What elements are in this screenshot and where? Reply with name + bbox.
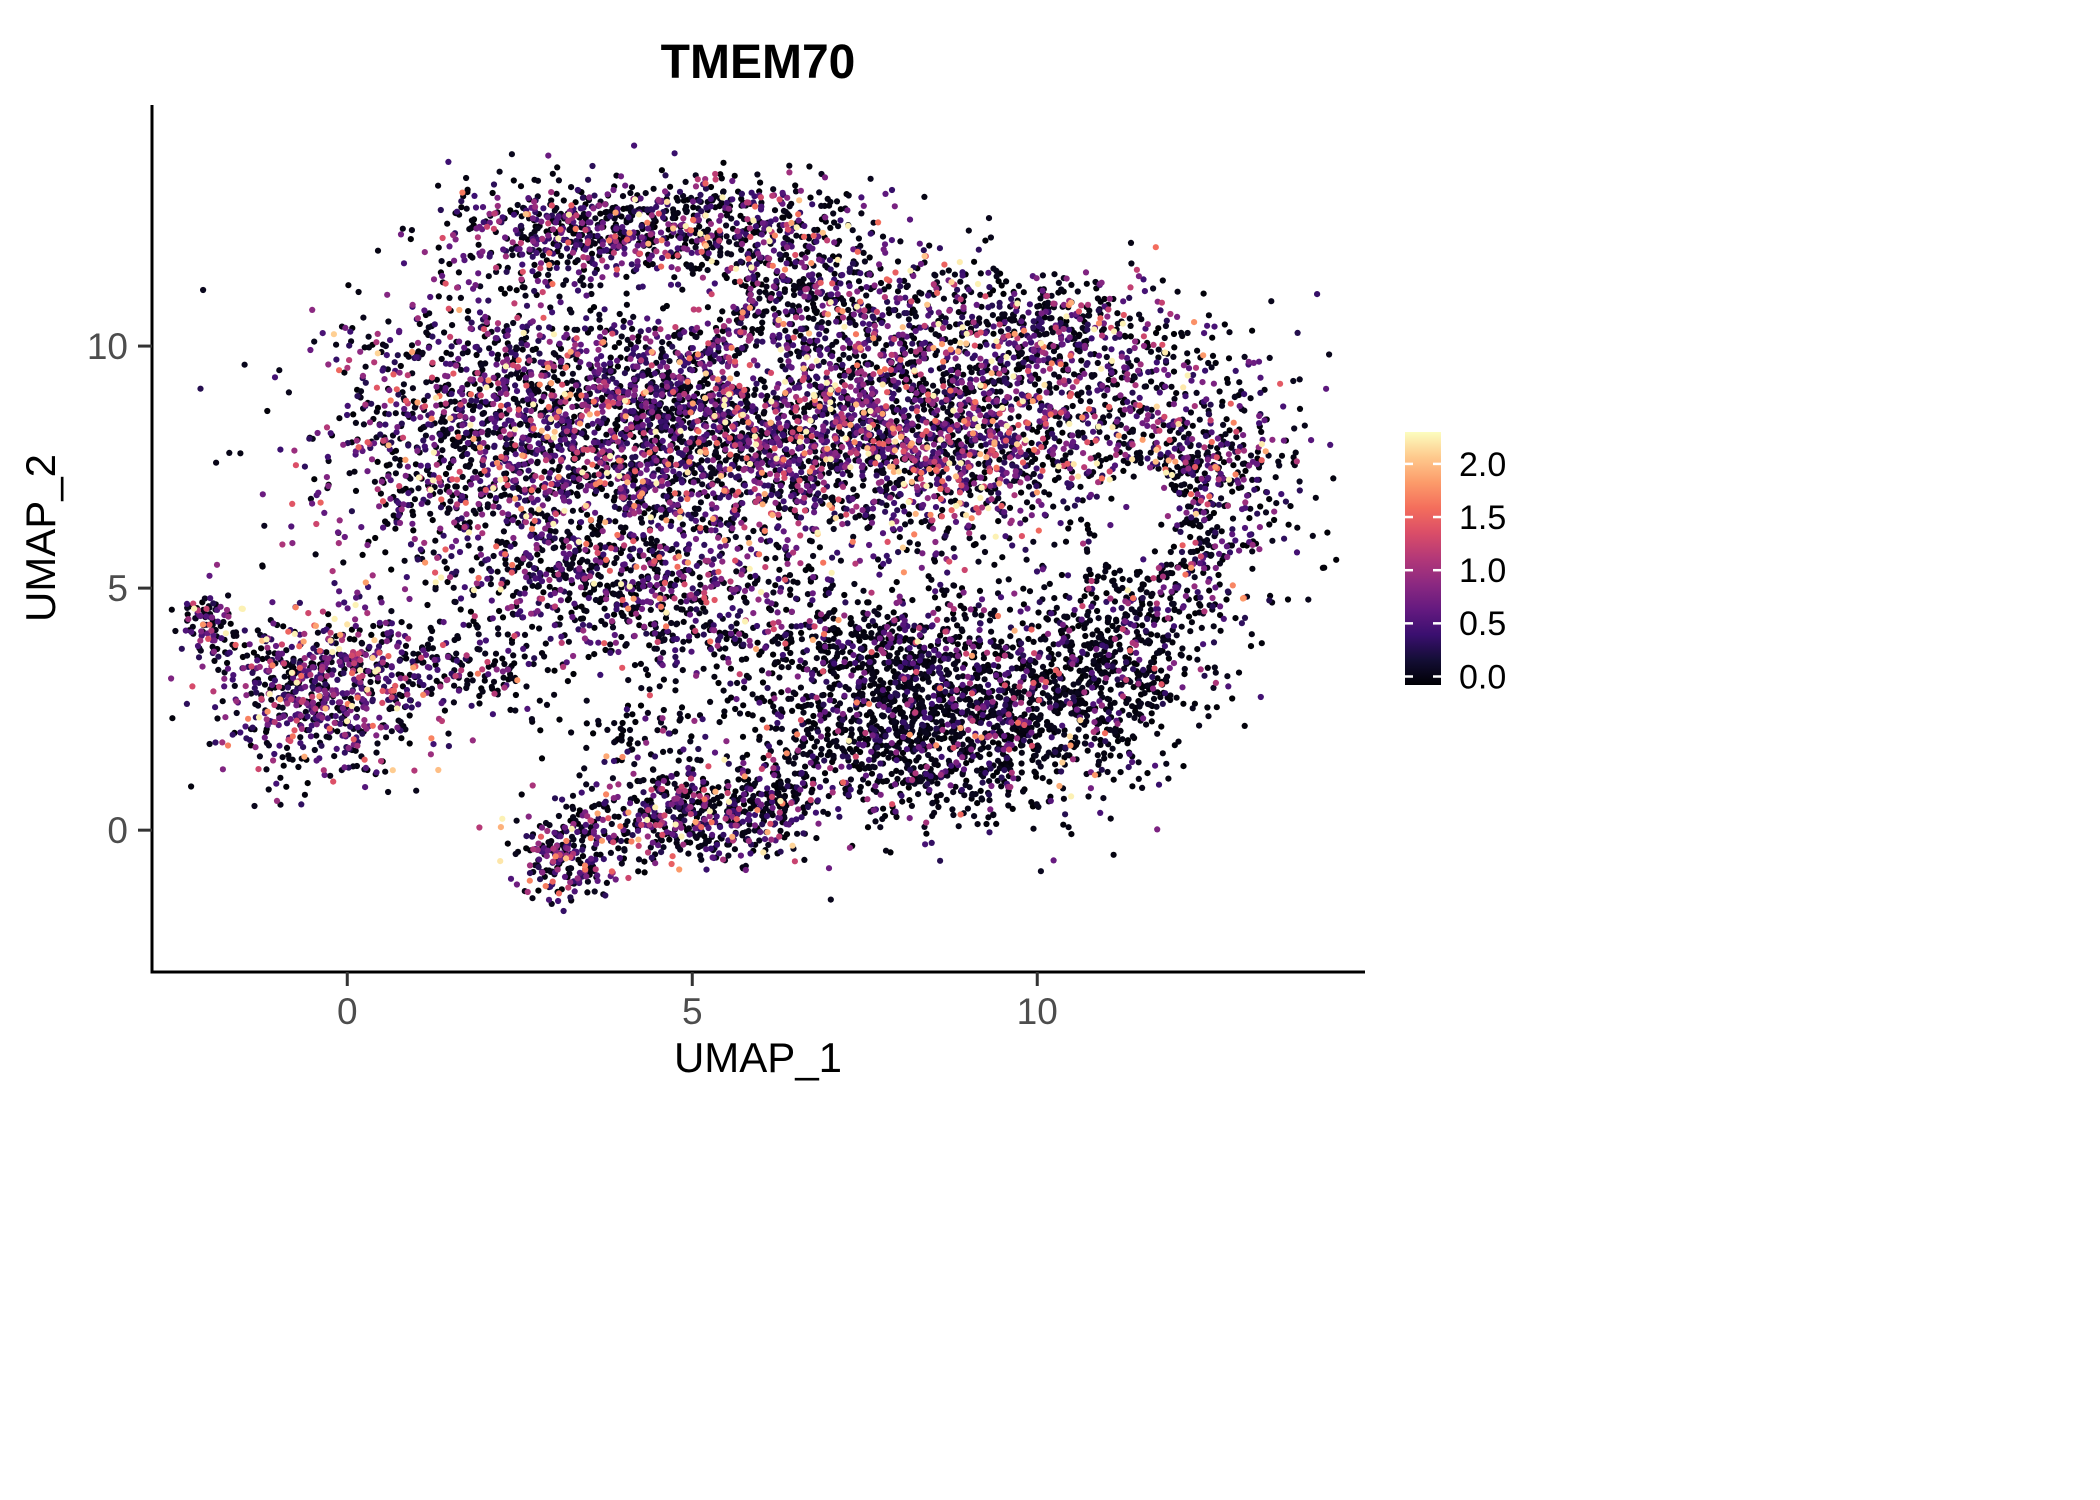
- colorbar-tick-label: 1.0: [1459, 552, 1506, 590]
- x-axis-ticks: 0 5 10: [337, 972, 1058, 1032]
- y-tick-label: 10: [87, 326, 128, 367]
- colorbar: [1405, 432, 1441, 685]
- y-axis-label: UMAP_2: [17, 454, 64, 622]
- x-tick-label: 5: [682, 991, 703, 1032]
- y-tick-label: 5: [107, 568, 128, 609]
- y-tick-label: 0: [107, 810, 128, 851]
- colorbar-tick-marks: [1405, 462, 1441, 678]
- y-axis-ticks: 0 5 10: [87, 326, 152, 851]
- x-tick-label: 10: [1017, 991, 1058, 1032]
- colorbar-tick-label: 1.5: [1459, 499, 1506, 537]
- colorbar-tick-label: 0.5: [1459, 605, 1506, 643]
- scatter-points-layer: [168, 142, 1340, 915]
- colorbar-tick-label: 2.0: [1459, 446, 1506, 484]
- colorbar-tick-label: 0.0: [1459, 658, 1506, 696]
- colorbar-tick-labels: 2.0 1.5 1.0 0.5 0.0: [1459, 446, 1506, 697]
- x-axis-label: UMAP_1: [674, 1034, 842, 1081]
- x-tick-label: 0: [337, 991, 358, 1032]
- chart-title: TMEM70: [661, 36, 856, 89]
